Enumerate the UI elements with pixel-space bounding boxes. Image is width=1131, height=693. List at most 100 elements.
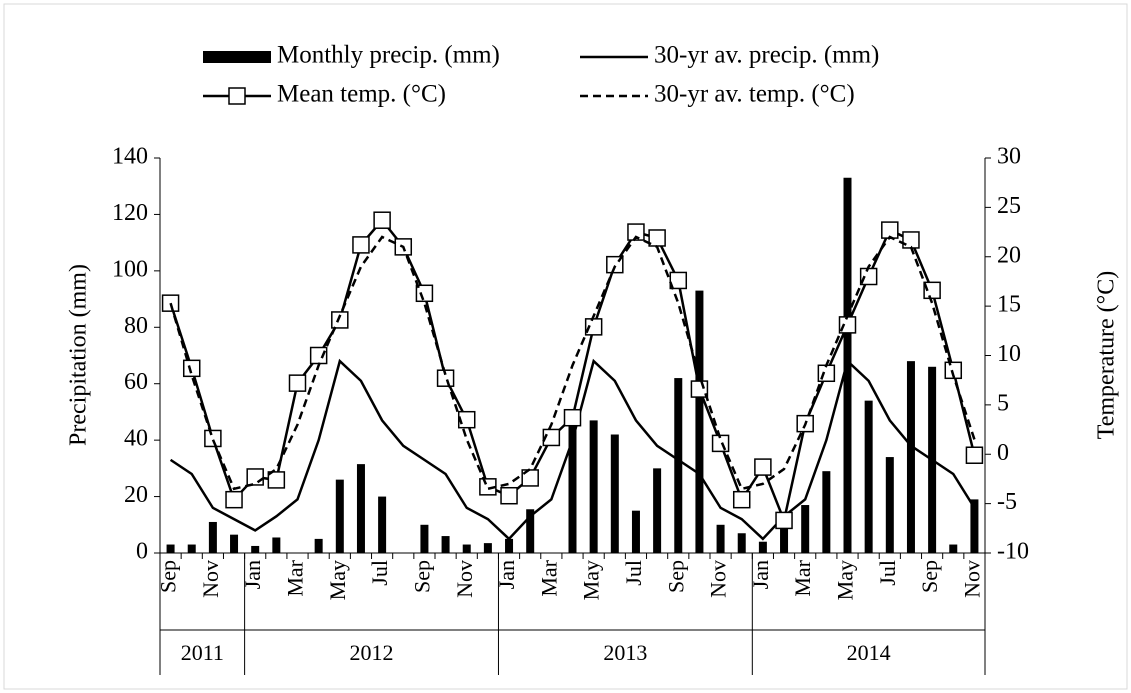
legend-swatch (203, 51, 271, 63)
marker (500, 486, 518, 505)
marker (436, 369, 455, 387)
y-tick-label: 140 (112, 144, 148, 170)
bar (356, 464, 365, 553)
marker (775, 511, 793, 530)
marker (204, 429, 222, 448)
x-tick-label: Sep (409, 560, 434, 593)
y2-tick-label: 0 (997, 440, 1009, 466)
bar (801, 505, 810, 553)
bar (335, 479, 344, 553)
y2-axis-title: Temperature (°C) (1094, 271, 1120, 440)
bar (230, 534, 239, 553)
legend-label: Mean temp. (°C) (277, 81, 446, 108)
year-label: 2011 (181, 640, 224, 665)
bar (653, 468, 662, 553)
x-tick-label: Jul (875, 560, 900, 586)
y2-tick-label: 20 (997, 242, 1021, 268)
legend-label: 30-yr av. temp. (°C) (654, 81, 855, 108)
marker (225, 490, 243, 509)
marker (923, 281, 941, 300)
marker (331, 311, 349, 329)
y-tick-label: 100 (112, 256, 148, 282)
bar (568, 417, 577, 553)
x-tick-label: May (579, 560, 604, 600)
x-tick-label: Jul (621, 560, 646, 586)
marker (627, 223, 645, 241)
legend-marker (228, 87, 246, 105)
bar (885, 457, 894, 553)
x-tick-label: May (833, 560, 858, 600)
y-axis-title: Precipitation (mm) (66, 264, 92, 446)
x-tick-label: Nov (959, 560, 984, 598)
y2-tick-label: 30 (997, 144, 1021, 170)
marker (373, 211, 391, 229)
bar (631, 510, 640, 553)
x-tick-label: Jul (367, 560, 392, 586)
bar (674, 378, 683, 553)
x-tick-label: Sep (663, 560, 688, 593)
x-tick-label: Mar (790, 559, 815, 596)
marker (669, 271, 688, 290)
bar (314, 538, 323, 553)
bar (187, 544, 196, 553)
y2-tick-label: -10 (997, 539, 1029, 565)
bar (378, 496, 387, 553)
marker (965, 446, 984, 464)
marker (415, 284, 434, 303)
chart-border (3, 3, 1128, 690)
y-tick-label: 40 (124, 426, 148, 452)
line (169, 235, 976, 491)
bar (251, 545, 260, 553)
marker (542, 428, 561, 447)
x-tick-label: Nov (198, 560, 223, 598)
bar (906, 361, 915, 553)
x-tick-label: Mar (283, 559, 308, 596)
bar (780, 519, 789, 553)
marker (352, 236, 370, 254)
marker (288, 374, 307, 392)
bar (970, 499, 979, 553)
bar (272, 537, 281, 553)
y2-tick-label: 15 (997, 292, 1021, 318)
y-tick-label: 0 (136, 539, 148, 565)
bar (526, 509, 535, 553)
marker (944, 361, 963, 380)
x-tick-label: Nov (706, 560, 731, 598)
bar (441, 536, 450, 553)
bar (949, 544, 958, 553)
y-tick-label: 80 (124, 313, 148, 339)
year-label: 2013 (603, 640, 647, 665)
y-tick-label: 60 (124, 369, 148, 395)
year-label: 2012 (350, 640, 394, 665)
marker (267, 471, 286, 489)
bar (716, 524, 725, 553)
y-tick-label: 120 (112, 200, 148, 226)
x-tick-label: Nov (452, 560, 477, 598)
x-tick-label: May (325, 560, 350, 600)
marker (754, 458, 772, 476)
legend-label: 30-yr av. precip. (mm) (654, 42, 879, 69)
marker (648, 229, 666, 247)
bar (610, 434, 619, 553)
bar (758, 541, 767, 553)
x-tick-label: Jan (240, 560, 265, 589)
bar (505, 538, 514, 553)
x-tick-label: Sep (917, 560, 942, 593)
legend-label: Monthly precip. (mm) (277, 42, 500, 69)
marker (479, 478, 497, 496)
y-tick-label: 20 (124, 482, 148, 508)
marker (246, 468, 264, 486)
x-tick-label: Jan (494, 560, 519, 589)
y2-tick-label: -5 (997, 489, 1017, 515)
marker (732, 490, 751, 509)
y2-tick-label: 25 (997, 193, 1021, 219)
bar (822, 471, 831, 553)
bar (208, 521, 217, 553)
y2-tick-label: 10 (997, 341, 1021, 367)
marker (182, 359, 201, 378)
bar (737, 533, 746, 553)
year-label: 2014 (847, 640, 891, 665)
marker (563, 408, 582, 427)
bar (166, 544, 175, 553)
